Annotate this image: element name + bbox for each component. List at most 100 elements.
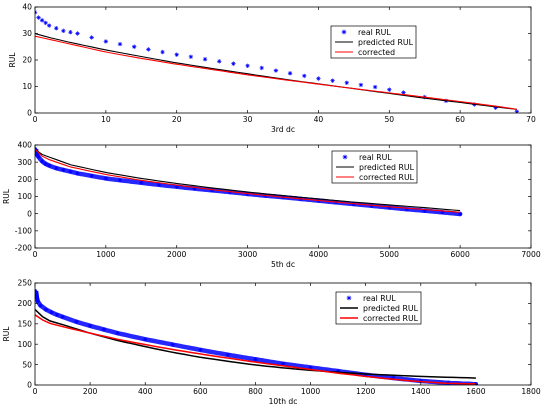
x-tick-label: 600 xyxy=(193,387,208,396)
x-tick-label: 10 xyxy=(101,115,111,124)
series-real-rul-point xyxy=(38,303,43,308)
series-real-rul-point xyxy=(36,154,41,160)
legend-entry-real-rul-swatch xyxy=(346,295,352,301)
series-real-rul-point xyxy=(198,347,203,353)
series-real-rul-point xyxy=(87,323,93,329)
chart-panel-3rd-dc: 0 10 20 30 40 50 60 70 0 10 20 30 40 3rd dc RUL real RU… xyxy=(8,3,536,134)
series-real-rul-point xyxy=(115,330,120,336)
series-real-rul-point xyxy=(89,35,94,40)
x-tick-label: 3000 xyxy=(238,250,257,259)
series-real-rul-point xyxy=(280,361,286,366)
chart-panel-10th-dc: 0 200 400 600 800 1000 1200 1400 1600 1800 0 50 100 1… xyxy=(2,279,541,406)
series-real-rul-point xyxy=(117,177,123,183)
series-real-rul-point xyxy=(372,84,378,90)
data-layer xyxy=(35,288,479,385)
series-corrected-rul-line xyxy=(35,314,476,385)
series-real-rul-point xyxy=(363,372,368,377)
series-real-rul-point xyxy=(117,41,123,47)
series-corrected-line xyxy=(35,35,517,110)
x-tick-label: 1200 xyxy=(356,387,375,396)
y-axis-label: RUL xyxy=(2,326,11,342)
x-tick-label: 7000 xyxy=(521,250,540,259)
plot-area xyxy=(35,7,531,113)
y-axis-label: RUL xyxy=(2,188,11,204)
legend-entry-corrected: corrected xyxy=(358,48,395,57)
series-real-rul-point xyxy=(103,176,109,181)
series-real-rul-point xyxy=(287,71,293,76)
y-tick-label: 10 xyxy=(22,82,32,91)
series-real-rul-point xyxy=(54,165,59,171)
x-tick-label: 2000 xyxy=(167,250,186,259)
series-real-rul-point xyxy=(39,18,45,23)
series-predicted-rul-line xyxy=(35,308,476,379)
x-tick-label: 1000 xyxy=(96,250,115,259)
y-tick-label: 0 xyxy=(27,381,32,390)
series-real-rul-point xyxy=(422,208,427,213)
series-real-rul-point xyxy=(61,167,66,173)
x-tick-label: 200 xyxy=(83,387,98,396)
y-tick-label: 0 xyxy=(27,209,32,218)
x-axis-label: 5th dc xyxy=(271,260,295,269)
x-tick-label: 4000 xyxy=(309,250,328,259)
series-real-rul-point xyxy=(302,73,307,79)
x-tick-label: 40 xyxy=(314,115,324,124)
y-tick-label: 150 xyxy=(18,320,33,329)
chart-panel-5th-dc: 0 1000 2000 3000 4000 5000 6000 7000 -200 -100 0 10… xyxy=(2,141,541,269)
x-tick-label: 400 xyxy=(138,387,153,396)
series-real-rul-point xyxy=(188,54,194,60)
series-real-rul-point xyxy=(192,186,197,191)
y-tick-label: 0 xyxy=(27,109,32,118)
series-real-rul-point xyxy=(49,310,54,315)
series-real-rul-point xyxy=(60,314,65,320)
series-real-rul-point xyxy=(316,76,321,81)
legend-entry-predicted-rul: predicted RUL xyxy=(363,304,419,313)
series-real-rul-point xyxy=(225,352,231,358)
series-real-rul-point xyxy=(156,182,162,188)
series-real-rul-point xyxy=(35,152,39,157)
series-real-rul-point xyxy=(35,149,38,155)
series-real-rul-point xyxy=(36,15,41,20)
series-real-rul-point xyxy=(202,57,208,62)
series-real-rul-point xyxy=(358,82,364,88)
legend-entry-predicted-rul: predicted RUL xyxy=(358,38,414,47)
series-real-rul-point xyxy=(493,105,498,110)
legend-entry-real-rul: real RUL xyxy=(363,294,396,303)
y-tick-label: 30 xyxy=(22,29,32,38)
x-tick-label: 6000 xyxy=(450,250,469,259)
y-tick-label: 20 xyxy=(22,56,32,65)
series-real-rul-point xyxy=(344,80,349,85)
series-real-rul-point xyxy=(335,368,341,374)
series-real-rul-point xyxy=(401,90,406,95)
plot-area xyxy=(35,283,531,385)
series-real-rul-point xyxy=(404,207,410,212)
x-tick-label: 800 xyxy=(248,387,263,396)
y-tick-label: 250 xyxy=(18,279,33,288)
x-tick-label: 1800 xyxy=(521,387,540,396)
x-tick-label: 0 xyxy=(33,250,38,259)
y-tick-label: 40 xyxy=(22,3,32,12)
series-real-rul-point xyxy=(245,63,250,69)
series-real-rul-point xyxy=(89,173,94,179)
series-real-rul-point xyxy=(54,26,59,31)
series-real-rul-point xyxy=(174,184,179,189)
y-tick-label: 300 xyxy=(18,158,33,167)
series-real-rul-point xyxy=(139,180,144,185)
x-tick-label: 30 xyxy=(243,115,253,124)
series-real-rul-point xyxy=(217,59,222,64)
legend-entry-real-rul-swatch xyxy=(341,29,347,35)
plot-frame xyxy=(34,282,532,386)
series-real-rul-point xyxy=(514,109,520,113)
series-real-rul-point xyxy=(46,163,52,168)
x-tick-label: 60 xyxy=(455,115,465,124)
y-tick-label: 50 xyxy=(22,360,32,369)
series-real-rul-point xyxy=(74,319,79,324)
y-tick-label: 400 xyxy=(18,141,33,150)
series-real-rul-point xyxy=(457,211,463,217)
series-real-rul-point xyxy=(308,365,313,370)
series-predicted-rul-line xyxy=(35,32,517,110)
series-real-rul-point xyxy=(273,68,279,73)
x-tick-label: 5000 xyxy=(380,250,399,259)
legend-entry-real-rul-swatch xyxy=(342,154,348,160)
series-real-rul-point xyxy=(387,205,392,210)
